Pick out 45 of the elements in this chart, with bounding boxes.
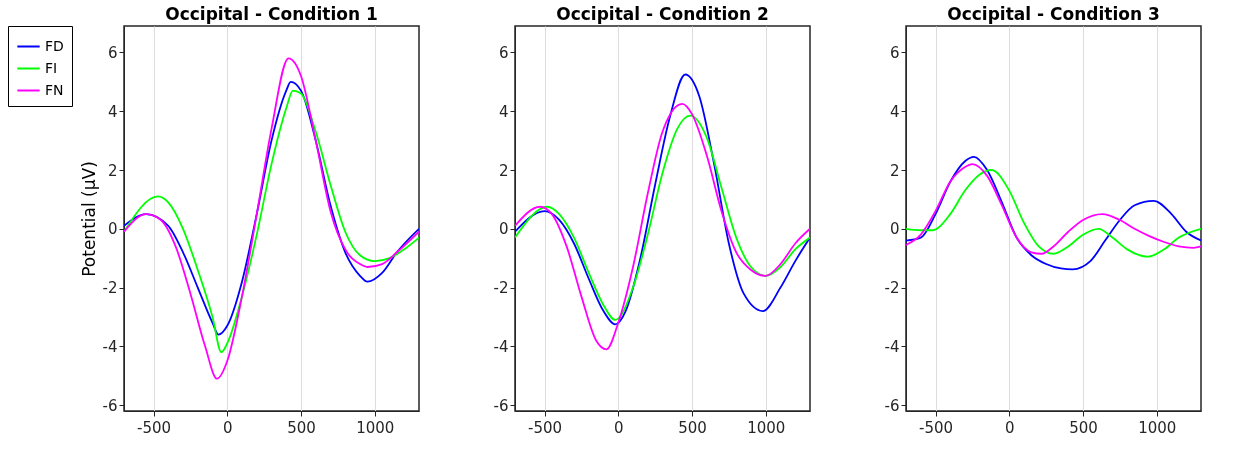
- y-tick-label: 6: [889, 43, 900, 62]
- y-tick-label: 0: [107, 220, 118, 239]
- y-tick-label: 0: [889, 220, 900, 239]
- x-tick-label: 1000: [356, 418, 395, 437]
- y-axis-title: Potential (μV): [78, 161, 99, 277]
- y-tick-label: 6: [498, 43, 509, 62]
- line-series: [515, 114, 810, 321]
- x-tick-label: 1000: [1138, 418, 1177, 437]
- y-tick-label: -6: [884, 396, 900, 415]
- y-tick-label: 4: [107, 102, 118, 121]
- y-tick-label: -4: [493, 337, 509, 356]
- line-series: [515, 73, 810, 326]
- line-series: [906, 155, 1201, 271]
- x-tick-label: 0: [613, 418, 624, 437]
- y-tick-label: 2: [889, 161, 900, 180]
- y-tick-label: -6: [493, 396, 509, 415]
- chart-title: Occipital - Condition 2: [556, 4, 769, 24]
- y-tick-label: 4: [498, 102, 509, 121]
- x-tick-label: -500: [527, 418, 563, 437]
- y-tick-label: -4: [102, 337, 118, 356]
- y-tick-label: 2: [498, 161, 509, 180]
- x-tick-label: 1000: [747, 418, 786, 437]
- x-tick-label: 500: [287, 418, 316, 437]
- x-tick-label: 500: [678, 418, 707, 437]
- line-series: [515, 102, 810, 351]
- line-series: [124, 57, 419, 380]
- x-tick-label: -500: [136, 418, 172, 437]
- chart-title: Occipital - Condition 1: [165, 3, 378, 24]
- y-tick-label: -2: [884, 279, 900, 298]
- legend-label: FI: [45, 59, 58, 76]
- y-tick-label: -4: [884, 337, 900, 356]
- y-tick-label: -6: [102, 396, 118, 415]
- chart-title: Occipital - Condition 3: [947, 4, 1160, 24]
- x-tick-label: 500: [1069, 418, 1098, 437]
- y-tick-label: -2: [102, 279, 118, 298]
- legend-label: FD: [45, 37, 64, 54]
- y-tick-label: 4: [889, 102, 900, 121]
- y-tick-label: 6: [107, 43, 118, 62]
- y-tick-label: 2: [107, 161, 118, 180]
- x-tick-label: 0: [1004, 418, 1015, 437]
- y-tick-label: 0: [498, 220, 509, 239]
- legend-label: FN: [45, 81, 64, 98]
- x-tick-label: -500: [918, 418, 954, 437]
- x-tick-label: 0: [222, 418, 233, 437]
- y-tick-label: -2: [493, 279, 509, 298]
